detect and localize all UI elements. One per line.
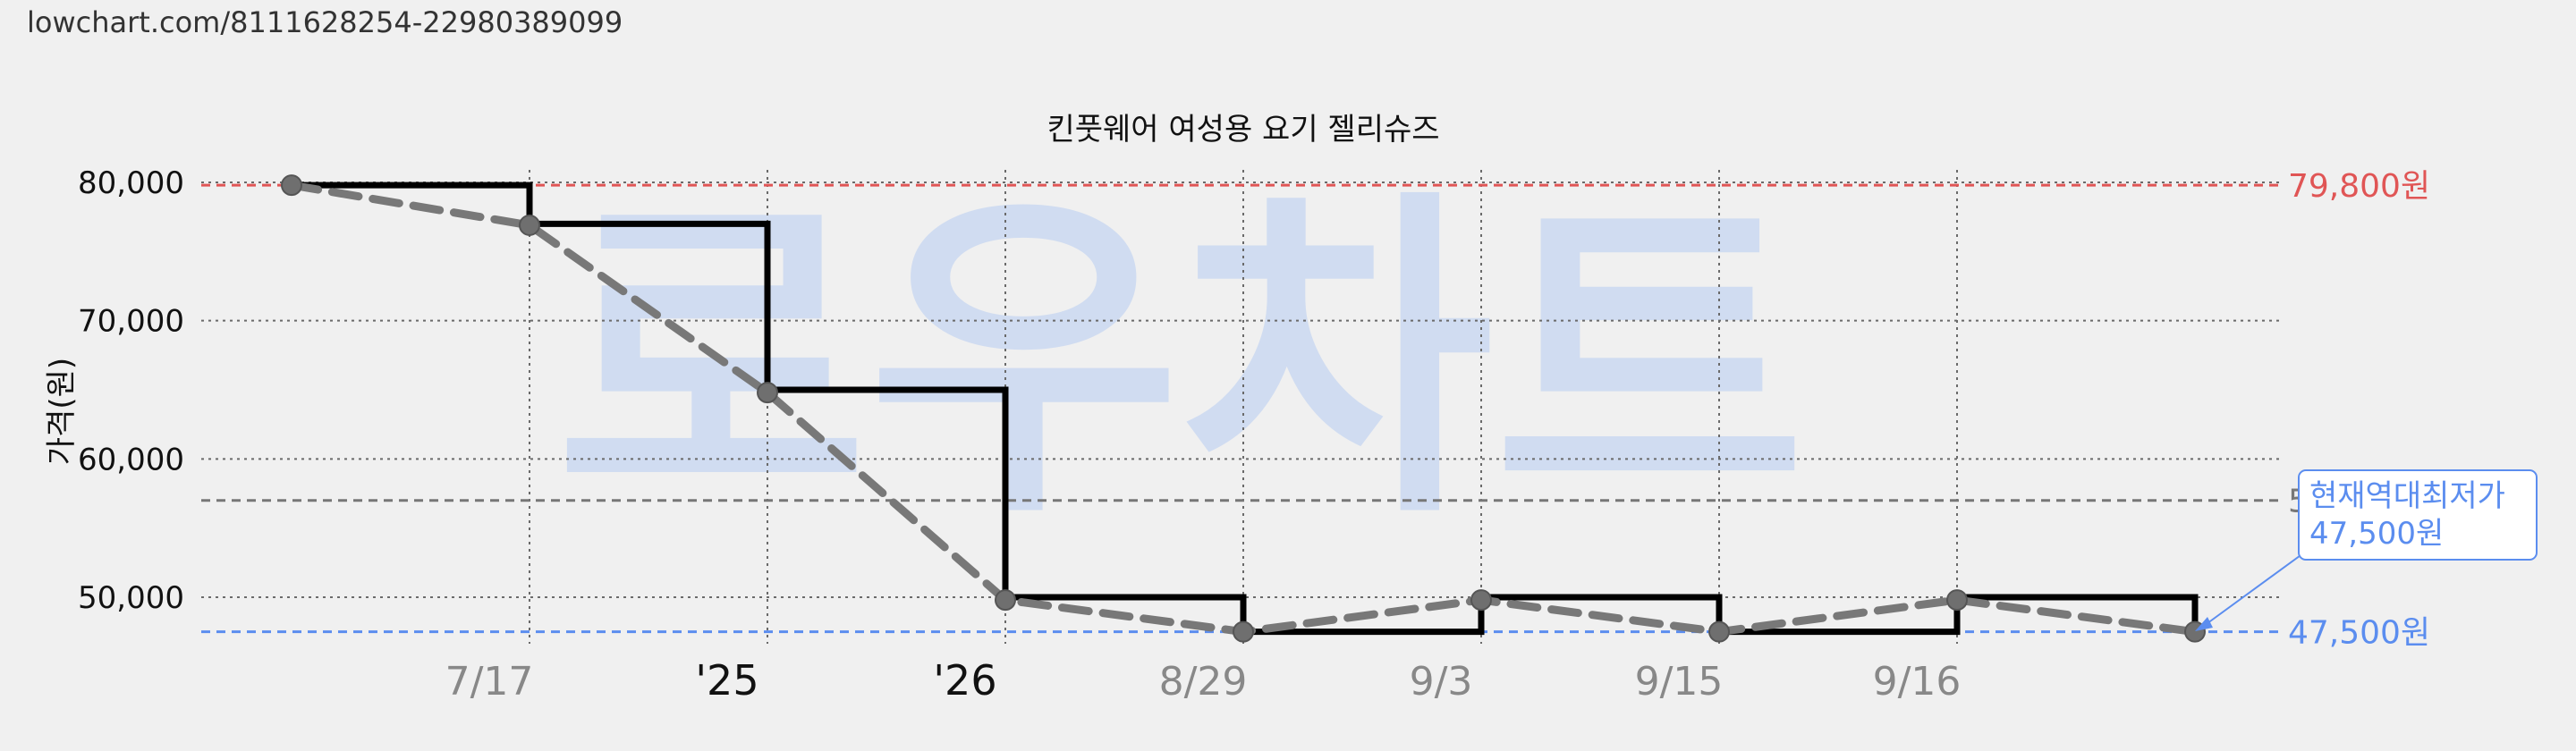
x-tick-label: 9/16 [1873,659,1962,705]
y-tick-label: 70,000 [78,304,184,340]
x-tick-label: '25 [695,656,758,705]
reference-line-label: 47,500원 [2288,615,2430,652]
y-tick-label: 50,000 [78,580,184,616]
y-tick-label: 60,000 [78,442,184,477]
reference-line-label: 79,800원 [2288,168,2430,205]
price-point [995,589,1016,612]
price-point [757,382,778,404]
x-tick-label: 7/17 [445,659,534,705]
y-axis-label: 가격(원) [44,358,80,465]
lowest-price-callout: 현재역대최저가 47,500원 [2195,469,2538,631]
price-point [1946,589,1968,612]
callout-arrow-head [2195,617,2213,631]
callout-line-2: 47,500원 [2309,516,2444,552]
callout-arrow-line [2203,543,2318,627]
chart-title: 킨풋웨어 여성용 요기 젤리슈즈 [1046,112,1439,148]
y-tick-label: 80,000 [78,165,184,201]
url-text: lowchart.com/8111628254-22980389099 [27,5,623,39]
callout-line-1: 현재역대최저가 [2309,478,2505,514]
price-point [1233,620,1254,643]
price-point [1470,589,1492,612]
x-tick-label: 8/29 [1159,659,1248,705]
series-layer [281,174,2206,643]
price-point [1708,620,1730,643]
price-point [519,214,540,236]
callout-box [2298,469,2538,561]
price-point [281,174,302,197]
x-tick-label: 9/3 [1410,659,1473,705]
watermark: 로우차트 [555,163,1806,559]
axis-layer: 50,000 60,000 70,000 80,000 7/17 '25 '26 8/29 9/… [78,165,1961,705]
x-tick-label: 9/15 [1635,659,1724,705]
x-tick-label: '26 [933,656,996,705]
